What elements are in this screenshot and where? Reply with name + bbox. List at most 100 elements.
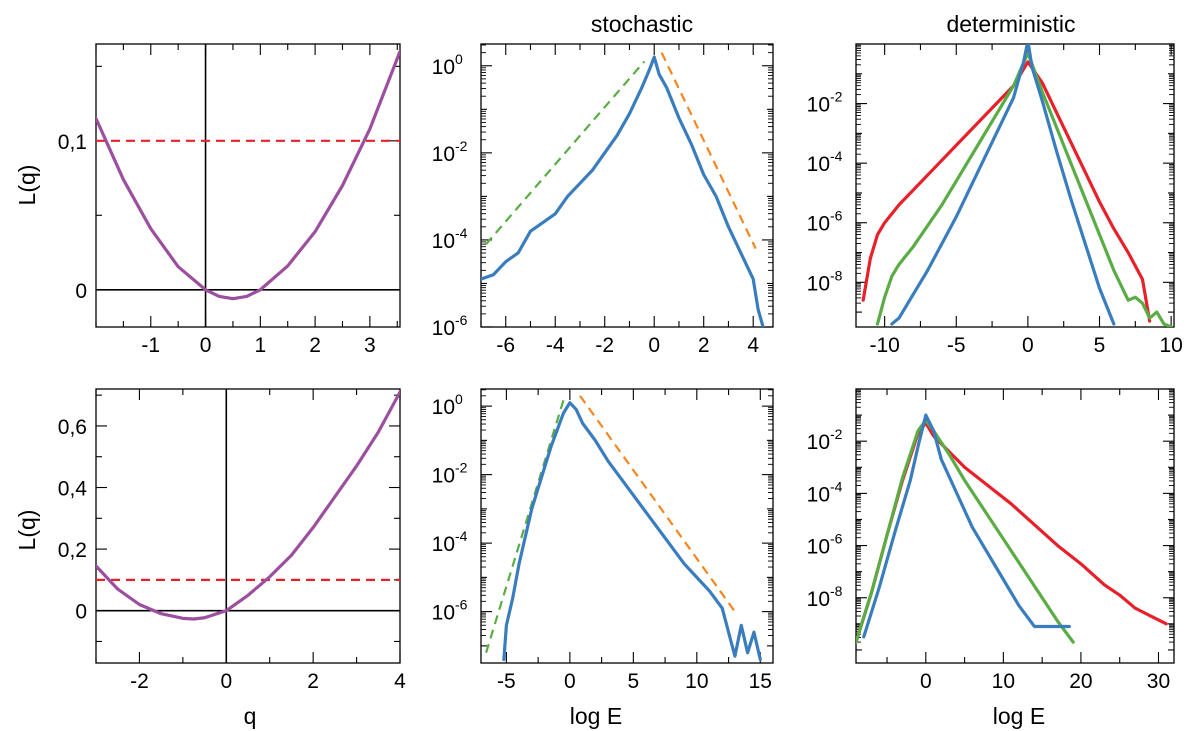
plot-frame (855, 43, 1175, 328)
y-tick-label: 10 (432, 317, 455, 340)
x-tick-label: 0 (564, 670, 576, 693)
series-line-1 (96, 49, 400, 301)
series-line-1 (856, 421, 1168, 644)
plot-frame (855, 388, 1175, 664)
y-tick-label: 0,6 (58, 416, 87, 439)
y-tick-label: 10 (807, 536, 830, 559)
x-tick-label: -10 (869, 334, 899, 357)
series-line-3 (862, 413, 1071, 639)
dashed-guide-line (579, 395, 736, 613)
y-tick-exponent: -2 (455, 460, 468, 476)
plot-frame (95, 388, 401, 664)
y-tick-label: 10 (432, 533, 455, 556)
xlabel-bottom-right: log E (993, 703, 1045, 729)
series-line-2 (856, 418, 1075, 644)
x-tick-label: -4 (546, 334, 565, 357)
x-tick-label: 10 (992, 670, 1015, 693)
y-tick-label: 10 (432, 143, 455, 166)
x-tick-label: 2 (309, 334, 321, 357)
panel-bottom-left: -2 0 2 4 0 0,2 0,4 0,6 (58, 388, 406, 693)
x-tick-label: 2 (698, 334, 710, 357)
y-tick-exponent: -2 (830, 426, 843, 442)
y-tick-label: 10 (432, 56, 455, 79)
x-tick-label: -1 (141, 334, 160, 357)
y-tick-label: 10 (432, 465, 455, 488)
y-tick-exponent: -2 (455, 138, 468, 154)
plot-frame (480, 388, 774, 664)
y-tick-exponent: -8 (830, 583, 843, 599)
x-tick-label: 5 (1094, 334, 1106, 357)
x-tick-label: 0 (920, 670, 932, 693)
y-tick-exponent: -4 (455, 225, 468, 241)
y-tick-label: 10 (432, 230, 455, 253)
x-tick-label: -5 (947, 334, 966, 357)
x-tick-label: 15 (749, 670, 772, 693)
dashed-guide-line (660, 52, 757, 250)
series-line-2 (875, 51, 1173, 327)
x-tick-label: -2 (130, 670, 149, 693)
header-stochastic: stochastic (591, 11, 693, 37)
y-tick-exponent: -4 (830, 478, 843, 494)
plot-frame (480, 43, 774, 328)
y-tick-label: 10 (432, 396, 455, 419)
dashed-guide-line (485, 395, 566, 654)
y-tick-exponent: -6 (830, 208, 843, 224)
series-line-1 (502, 401, 762, 662)
ylabel-top-left: L(q) (14, 165, 40, 206)
x-tick-label: 0 (220, 670, 232, 693)
panels-group: -1 0 1 2 300,1-6 -4 -2 0 2 410-610-410-210 0-10 -5 0… (58, 43, 1183, 693)
y-tick-label: 0 (75, 280, 87, 303)
header-deterministic: deterministic (946, 11, 1075, 37)
x-tick-label: 4 (394, 670, 406, 693)
x-tick-label: -6 (496, 334, 515, 357)
x-tick-label: 30 (1147, 670, 1170, 693)
x-tick-label: 2 (307, 670, 319, 693)
y-tick-exponent: -6 (830, 531, 843, 547)
y-tick-label: 10 (807, 431, 830, 454)
y-tick-label: 10 (807, 153, 830, 176)
y-tick-label: 10 (807, 588, 830, 611)
dashed-guide-line (485, 60, 646, 245)
x-tick-label: 0 (648, 334, 660, 357)
y-tick-label: 0 (75, 601, 87, 624)
series-line-1 (861, 60, 1152, 323)
panel-top-left: -1 0 1 2 3 0 0,1 (58, 43, 401, 357)
x-tick-label: 5 (628, 670, 640, 693)
y-tick-exponent: 0 (455, 391, 463, 407)
plot-frame (95, 43, 401, 328)
y-tick-exponent: -6 (455, 312, 468, 328)
x-tick-label: 4 (747, 334, 759, 357)
x-tick-label: 0 (200, 334, 212, 357)
ylabel-bottom-left: L(q) (14, 510, 40, 551)
series-line-3 (890, 44, 1116, 326)
y-tick-exponent: -6 (455, 597, 468, 613)
x-tick-label: 1 (254, 334, 266, 357)
xlabel-bottom-middle: log E (570, 703, 622, 729)
y-tick-exponent: 0 (455, 51, 463, 67)
x-tick-label: 10 (685, 670, 708, 693)
y-tick-label: 10 (807, 483, 830, 506)
y-tick-label: 10 (807, 213, 830, 236)
y-tick-exponent: -8 (830, 267, 843, 283)
x-tick-label: 3 (364, 334, 376, 357)
x-tick-label: -2 (595, 334, 614, 357)
y-tick-exponent: -4 (455, 528, 468, 544)
y-tick-label: 0,4 (58, 478, 88, 501)
series-line-1 (96, 390, 400, 621)
x-tick-label: 20 (1069, 670, 1092, 693)
x-tick-label: 10 (1159, 334, 1182, 357)
xlabel-bottom-left: q (244, 703, 257, 729)
x-tick-label: 0 (1022, 334, 1034, 357)
x-tick-label: -5 (497, 670, 516, 693)
y-tick-label: 10 (432, 602, 455, 625)
y-tick-label: 10 (807, 94, 830, 117)
y-tick-exponent: -2 (830, 89, 843, 105)
y-tick-exponent: -4 (830, 148, 843, 164)
y-tick-label: 0,2 (58, 539, 87, 562)
y-tick-label: 10 (807, 272, 830, 295)
